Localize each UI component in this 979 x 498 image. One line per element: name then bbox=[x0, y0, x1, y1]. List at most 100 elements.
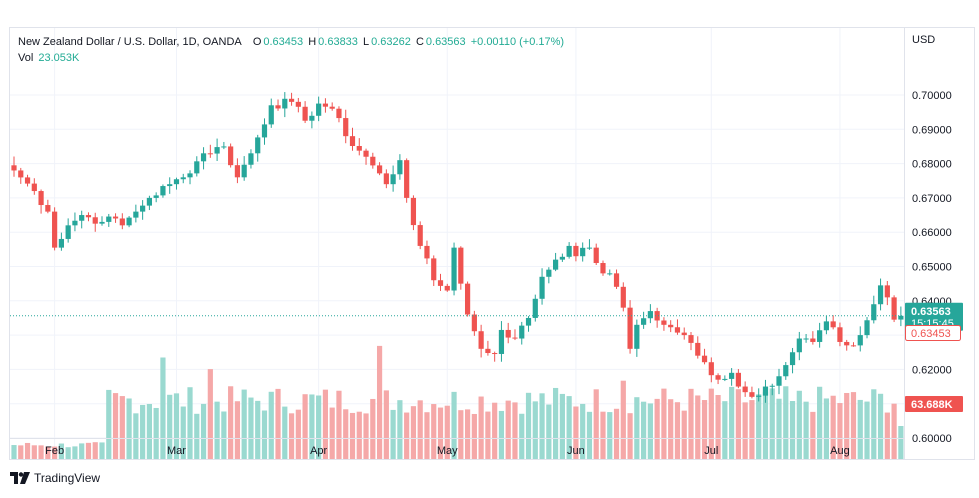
candle-body[interactable] bbox=[92, 217, 98, 224]
candle-body[interactable] bbox=[72, 220, 78, 226]
candle-body[interactable] bbox=[336, 108, 342, 119]
candle-body[interactable] bbox=[268, 105, 274, 125]
candle-body[interactable] bbox=[783, 365, 789, 377]
candle-body[interactable] bbox=[173, 179, 180, 185]
candle-body[interactable] bbox=[119, 218, 125, 226]
candle-body[interactable] bbox=[600, 263, 606, 274]
candle-body[interactable] bbox=[641, 318, 647, 325]
candle-body[interactable] bbox=[410, 197, 417, 226]
candle-body[interactable] bbox=[397, 160, 403, 175]
candle-body[interactable] bbox=[167, 184, 173, 187]
candle-body[interactable] bbox=[546, 269, 552, 277]
candle-body[interactable] bbox=[715, 375, 721, 380]
candle-body[interactable] bbox=[695, 342, 701, 356]
candle-body[interactable] bbox=[891, 297, 897, 320]
candle-body[interactable] bbox=[58, 238, 64, 248]
candle-body[interactable] bbox=[668, 324, 674, 328]
candle-body[interactable] bbox=[674, 327, 681, 333]
candle-body[interactable] bbox=[742, 386, 748, 393]
candle-body[interactable] bbox=[580, 247, 586, 257]
candle-body[interactable] bbox=[850, 345, 857, 347]
candle-body[interactable] bbox=[376, 165, 383, 174]
candle-body[interactable] bbox=[160, 186, 166, 196]
candle-body[interactable] bbox=[586, 247, 593, 249]
candle-body[interactable] bbox=[431, 258, 437, 281]
candle-body[interactable] bbox=[464, 283, 471, 315]
candle-body[interactable] bbox=[437, 280, 444, 286]
candle-body[interactable] bbox=[627, 307, 633, 349]
candle-body[interactable] bbox=[282, 98, 288, 109]
candle-body[interactable] bbox=[404, 160, 410, 198]
candle-body[interactable] bbox=[722, 378, 728, 380]
candle-body[interactable] bbox=[864, 320, 870, 336]
candle-body[interactable] bbox=[789, 352, 796, 366]
candle-body[interactable] bbox=[322, 103, 329, 107]
candle-body[interactable] bbox=[261, 124, 268, 138]
candle-body[interactable] bbox=[553, 259, 559, 270]
candle-body[interactable] bbox=[756, 395, 762, 397]
candle-body[interactable] bbox=[65, 225, 71, 239]
candle-body[interactable] bbox=[844, 341, 850, 346]
candle-body[interactable] bbox=[79, 215, 85, 221]
candle-body[interactable] bbox=[255, 137, 261, 154]
candle-body[interactable] bbox=[194, 161, 200, 174]
candle-body[interactable] bbox=[492, 353, 498, 355]
candle-body[interactable] bbox=[769, 385, 775, 387]
candle-body[interactable] bbox=[620, 286, 626, 308]
candle-body[interactable] bbox=[478, 331, 484, 349]
candle-body[interactable] bbox=[316, 103, 322, 116]
candle-body[interactable] bbox=[525, 317, 532, 326]
candle-body[interactable] bbox=[370, 156, 376, 166]
candle-body[interactable] bbox=[126, 217, 132, 226]
candle-body[interactable] bbox=[749, 392, 755, 397]
candle-body[interactable] bbox=[458, 247, 464, 284]
candle-body[interactable] bbox=[106, 216, 112, 222]
candle-body[interactable] bbox=[566, 245, 572, 257]
candle-body[interactable] bbox=[153, 195, 159, 198]
candle-body[interactable] bbox=[485, 348, 491, 354]
candle-body[interactable] bbox=[593, 247, 599, 264]
candle-body[interactable] bbox=[31, 183, 37, 192]
candle-body[interactable] bbox=[349, 136, 356, 147]
candle-body[interactable] bbox=[573, 245, 579, 257]
candle-body[interactable] bbox=[140, 205, 146, 212]
candle-body[interactable] bbox=[647, 311, 653, 319]
candle-body[interactable] bbox=[221, 146, 227, 148]
candle-body[interactable] bbox=[24, 177, 31, 184]
candle-body[interactable] bbox=[295, 101, 301, 107]
candle-body[interactable] bbox=[613, 273, 620, 287]
candle-body[interactable] bbox=[38, 191, 44, 206]
candle-body[interactable] bbox=[200, 153, 207, 162]
candle-body[interactable] bbox=[823, 321, 829, 331]
candle-body[interactable] bbox=[363, 150, 369, 157]
candle-body[interactable] bbox=[234, 165, 241, 178]
candle-body[interactable] bbox=[207, 153, 213, 155]
candle-body[interactable] bbox=[302, 106, 308, 121]
candle-body[interactable] bbox=[309, 115, 315, 121]
candle-body[interactable] bbox=[776, 376, 782, 386]
candle-body[interactable] bbox=[735, 372, 741, 387]
price-axis[interactable]: 0.70000 0.69000 0.68000 0.67000 0.66000 0.650… bbox=[904, 28, 974, 459]
candle-body[interactable] bbox=[52, 211, 58, 248]
candle-body[interactable] bbox=[898, 315, 904, 320]
candle-body[interactable] bbox=[884, 285, 890, 298]
candle-body[interactable] bbox=[681, 332, 687, 336]
candle-body[interactable] bbox=[343, 118, 349, 137]
candle-body[interactable] bbox=[180, 177, 186, 180]
candle-body[interactable] bbox=[228, 146, 234, 166]
candle-body[interactable] bbox=[817, 330, 823, 342]
candle-body[interactable] bbox=[654, 311, 660, 321]
candle-body[interactable] bbox=[830, 321, 836, 328]
candle-body[interactable] bbox=[708, 362, 714, 376]
candle-body[interactable] bbox=[498, 329, 505, 354]
candle-body[interactable] bbox=[729, 372, 735, 379]
candle-body[interactable] bbox=[288, 98, 295, 102]
candle-body[interactable] bbox=[356, 146, 362, 151]
chart-plot-area[interactable] bbox=[10, 28, 904, 459]
candle-body[interactable] bbox=[559, 256, 565, 260]
candle-body[interactable] bbox=[214, 147, 220, 154]
candle-body[interactable] bbox=[871, 304, 877, 321]
candle-body[interactable] bbox=[18, 170, 24, 178]
candle-body[interactable] bbox=[275, 105, 281, 109]
candle-body[interactable] bbox=[417, 225, 423, 246]
